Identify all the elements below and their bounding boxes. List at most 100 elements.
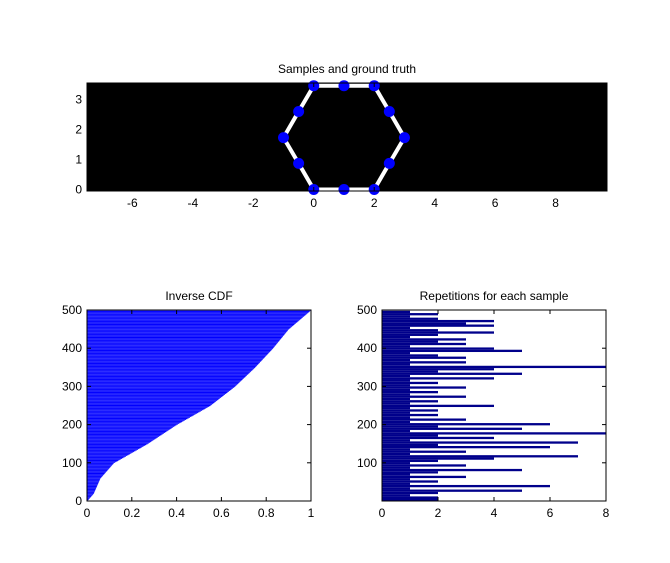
cdf-bar	[87, 349, 272, 351]
cdf-bar	[87, 317, 303, 319]
cdf-bar	[87, 484, 98, 485]
repetition-bar	[382, 423, 550, 426]
cdf-bar	[87, 374, 248, 375]
y-tick-label: 200	[357, 418, 377, 432]
cdf-bar	[87, 461, 117, 463]
cdf-bar	[87, 404, 212, 406]
cdf-bar	[87, 452, 133, 453]
cdf-bar	[87, 419, 187, 421]
repetition-bar	[382, 322, 466, 325]
cdf-bar	[87, 403, 214, 404]
cdf-bar	[87, 468, 109, 470]
cdf-bar	[87, 442, 150, 443]
cdf-bar	[87, 458, 121, 460]
repetition-bar	[382, 484, 550, 488]
cdf-bar	[87, 440, 153, 442]
cdf-bar	[87, 397, 221, 399]
cdf-bar	[87, 467, 110, 469]
cdf-bar	[87, 324, 294, 326]
cdf-bar	[87, 395, 224, 397]
cdf-bar	[87, 459, 120, 461]
cdf-bar	[87, 319, 300, 321]
axes-frame	[381, 309, 607, 502]
axes-frame	[86, 309, 312, 502]
repetition-bar	[382, 452, 410, 456]
x-tick-label: 0.4	[168, 506, 185, 520]
repetition-bar	[382, 459, 438, 463]
cdf-bar	[87, 409, 204, 411]
cdf-bar	[87, 331, 287, 333]
repetition-bar	[382, 395, 466, 398]
sample-point	[338, 80, 350, 92]
cdf-bar	[87, 390, 230, 391]
x-tick-label: 0.6	[213, 506, 230, 520]
cdf-bar	[87, 439, 155, 440]
cdf-bar	[87, 452, 132, 454]
cdf-bar	[87, 465, 112, 466]
cdf-bar	[87, 417, 189, 419]
x-tick-label: 1	[308, 506, 315, 520]
cdf-bar	[87, 455, 126, 457]
cdf-bar	[87, 415, 193, 417]
y-tick-label: 100	[62, 456, 82, 470]
y-tick-label: 3	[75, 93, 82, 107]
cdf-bar	[87, 475, 103, 477]
cdf-bar	[87, 343, 277, 345]
cdf-bar	[87, 319, 301, 320]
cdf-bar	[87, 322, 297, 323]
cdf-bar	[87, 338, 282, 340]
cdf-bar	[87, 497, 91, 498]
cdf-bar	[87, 399, 219, 401]
repetition-bar	[382, 358, 410, 362]
cdf-bar	[87, 329, 289, 330]
cdf-bar	[87, 463, 114, 465]
cdf-bar	[87, 332, 287, 333]
cdf-bar	[87, 424, 177, 426]
repetition-bar	[382, 372, 522, 375]
cdf-bar	[87, 429, 170, 430]
cdf-bar	[87, 453, 131, 455]
cdf-bar	[87, 477, 102, 479]
cdf-bar	[87, 497, 90, 499]
cdf-bar	[87, 377, 244, 379]
cdf-bar	[87, 449, 139, 450]
cdf-bar	[87, 481, 100, 482]
cdf-bar	[87, 389, 231, 391]
repetition-bar	[382, 400, 438, 403]
cdf-bar	[87, 496, 92, 498]
cdf-bar	[87, 444, 147, 446]
cdf-bar	[87, 472, 106, 474]
repetition-bar	[382, 468, 522, 472]
cdf-bar	[87, 426, 174, 428]
cdf-bar	[87, 347, 274, 349]
cdf-bar	[87, 429, 169, 431]
repetition-bar	[382, 439, 410, 442]
cdf-bar	[87, 480, 100, 482]
cdf-bar	[87, 397, 222, 398]
repetition-bar	[382, 379, 410, 382]
cdf-bar	[87, 462, 116, 463]
cdf-bar	[87, 382, 239, 384]
cdf-bar	[87, 407, 208, 408]
cdf-bar	[87, 410, 201, 412]
cdf-bar	[87, 360, 262, 362]
cdf-bar	[87, 322, 296, 324]
cdf-bar	[87, 433, 164, 434]
cdf-bar	[87, 491, 95, 492]
cdf-bar	[87, 403, 213, 405]
cdf-bar	[87, 368, 254, 370]
cdf-bar	[87, 481, 99, 483]
sample-point	[293, 106, 305, 117]
cdf-bar	[87, 433, 163, 435]
cdf-bar	[87, 313, 307, 315]
cdf-bar	[87, 368, 255, 369]
cdf-bar	[87, 335, 283, 337]
x-tick-label: -2	[248, 196, 259, 210]
repetition-bar	[382, 402, 410, 405]
cdf-bar	[87, 321, 298, 323]
cdf-bar	[87, 339, 280, 341]
plot-background	[87, 83, 607, 191]
cdf-bar	[87, 423, 180, 424]
repetition-bar	[382, 411, 410, 414]
repetition-bar	[382, 427, 522, 430]
